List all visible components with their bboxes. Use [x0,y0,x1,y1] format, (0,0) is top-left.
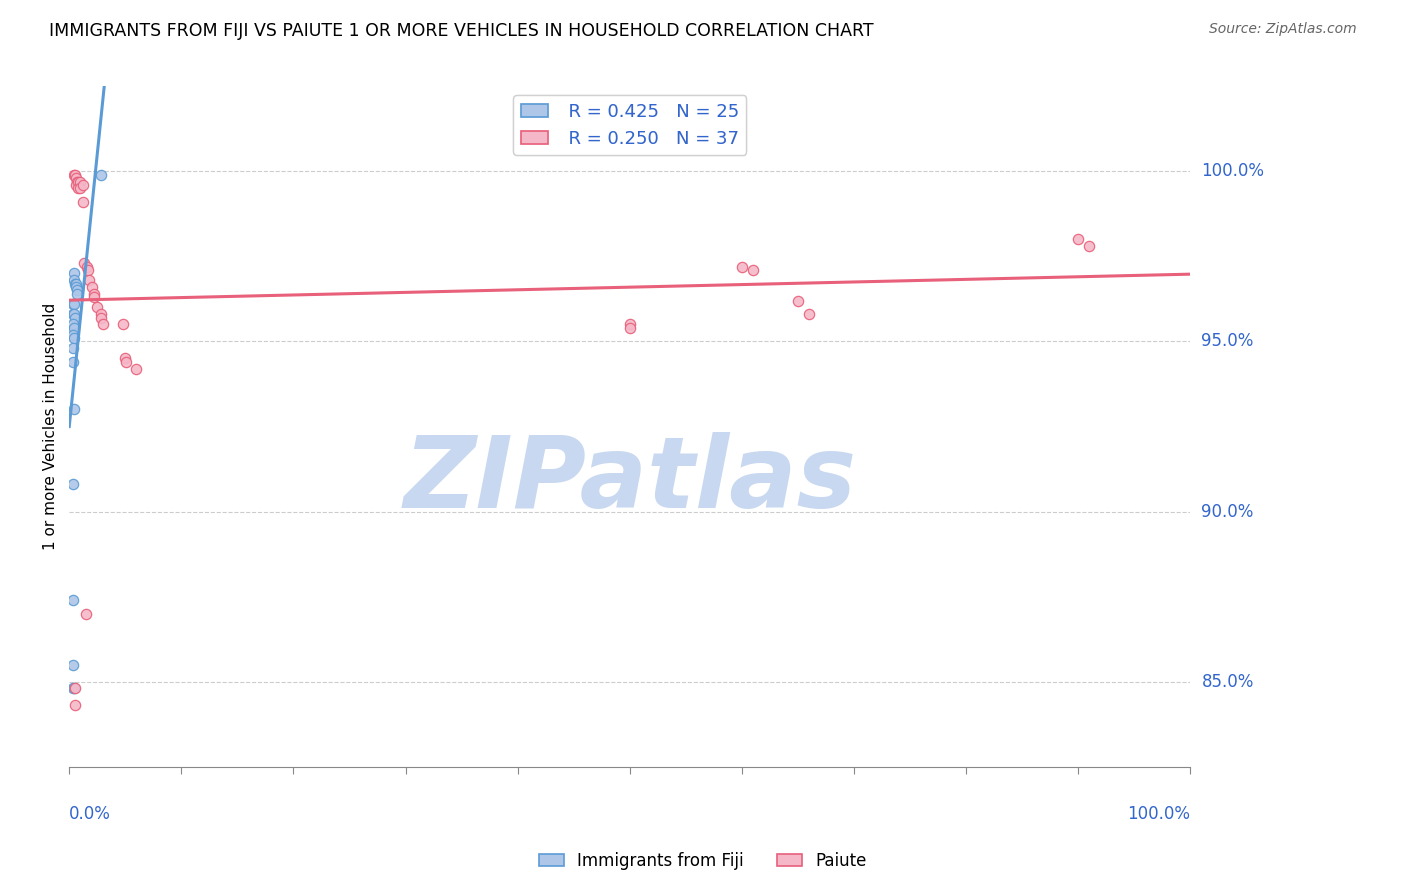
Point [619,321,641,335]
Point [77,263,100,277]
Point [125,361,148,376]
Point [62,318,84,332]
Point [69,175,91,189]
Point [62,273,84,287]
Text: 0.0%: 0.0% [69,805,111,823]
Point [62,331,84,345]
Point [65,178,87,192]
Point [63,681,86,696]
Text: IMMIGRANTS FROM FIJI VS PAIUTE 1 OR MORE VEHICLES IN HOUSEHOLD CORRELATION CHART: IMMIGRANTS FROM FIJI VS PAIUTE 1 OR MORE… [49,22,875,40]
Point [1078,239,1101,253]
Point [62,327,84,342]
Point [66,175,89,189]
Point [742,263,765,277]
Point [799,307,821,321]
Point [62,307,84,321]
Point [63,168,86,182]
Point [112,318,135,332]
Point [62,681,84,696]
Point [73,256,96,270]
Text: 95.0%: 95.0% [1202,333,1254,351]
Point [79,273,101,287]
Point [62,681,84,696]
Point [76,260,98,274]
Point [62,477,84,491]
Point [86,301,108,315]
Point [114,351,136,366]
Point [731,260,754,274]
Text: ZIPatlas: ZIPatlas [404,433,856,529]
Legend: Immigrants from Fiji, Paiute: Immigrants from Fiji, Paiute [533,846,873,877]
Point [65,171,87,186]
Point [62,307,84,321]
Point [787,293,810,308]
Point [90,307,112,321]
Point [67,181,90,195]
Point [62,321,84,335]
Point [83,290,105,304]
Point [62,402,84,417]
Point [69,181,91,195]
Point [63,698,86,713]
Point [62,267,84,281]
Y-axis label: 1 or more Vehicles in Household: 1 or more Vehicles in Household [44,303,58,550]
Point [67,175,90,189]
Point [1067,232,1090,246]
Point [83,286,105,301]
Point [62,297,84,311]
Point [90,310,112,325]
Point [63,310,86,325]
Point [62,168,84,182]
Text: Source: ZipAtlas.com: Source: ZipAtlas.com [1209,22,1357,37]
Text: 100.0%: 100.0% [1128,805,1191,823]
Point [65,280,87,294]
Point [80,280,103,294]
Point [90,168,112,182]
Point [66,284,89,298]
Point [72,194,94,209]
Point [115,355,138,369]
Point [62,341,84,355]
Point [63,277,86,291]
Point [62,593,84,607]
Point [91,318,114,332]
Point [65,277,87,291]
Point [72,178,94,192]
Point [619,318,641,332]
Text: 100.0%: 100.0% [1202,162,1264,180]
Text: 90.0%: 90.0% [1202,502,1254,521]
Point [66,286,89,301]
Point [62,657,84,672]
Point [62,355,84,369]
Legend:   R = 0.425   N = 25,   R = 0.250   N = 37: R = 0.425 N = 25, R = 0.250 N = 37 [513,95,747,155]
Text: 85.0%: 85.0% [1202,673,1254,690]
Point [75,607,97,621]
Point [62,297,84,311]
